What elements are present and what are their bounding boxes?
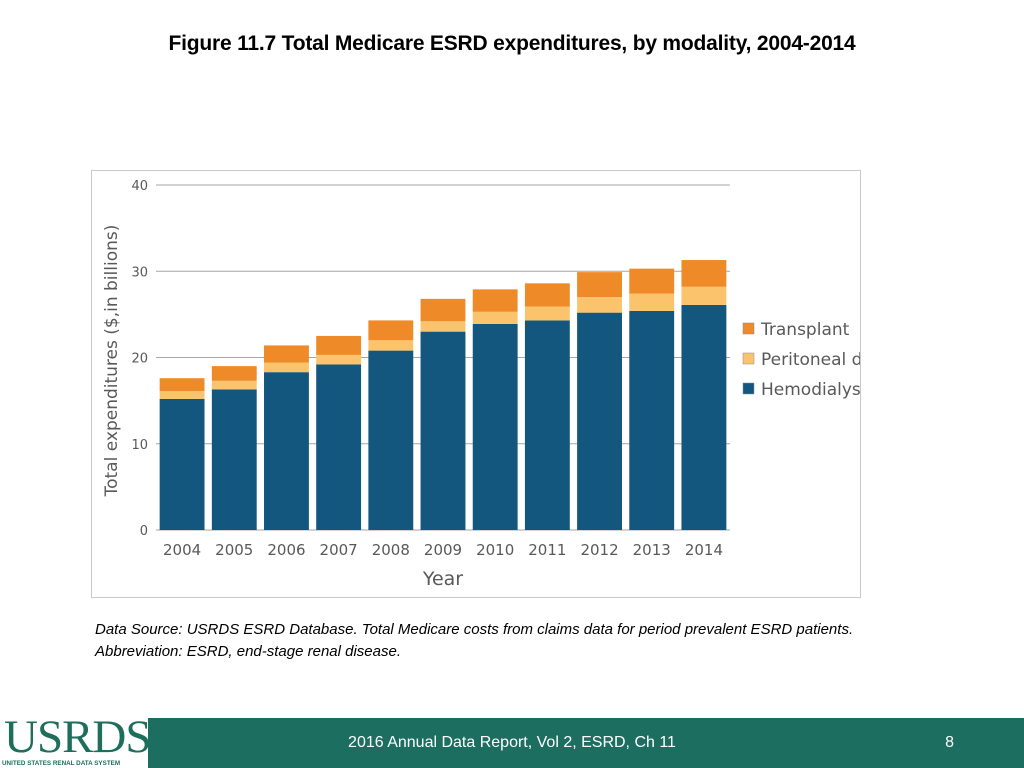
- bar-segment-peritoneal-dialysis: [368, 340, 414, 351]
- usrds-logo: USRDS UNITED STATES RENAL DATA SYSTEM: [0, 711, 152, 768]
- bar-segment-transplant: [316, 335, 362, 355]
- bar-segment-peritoneal-dialysis: [264, 362, 309, 373]
- data-source-note: Data Source: USRDS ESRD Database. Total …: [95, 621, 854, 660]
- bar-segment-peritoneal-dialysis: [472, 311, 518, 324]
- bar-segment-peritoneal-dialysis: [577, 297, 622, 313]
- bar-segment-hemodialysis: [472, 323, 518, 530]
- y-tick-label: 20: [131, 352, 148, 367]
- x-tick-label: 2007: [320, 541, 358, 559]
- x-tick-label: 2014: [685, 541, 723, 559]
- legend-label: Hemodialysis: [761, 380, 860, 400]
- bar-segment-transplant: [368, 320, 414, 341]
- bar-segment-transplant: [211, 366, 257, 381]
- bar-segment-peritoneal-dialysis: [681, 286, 727, 305]
- bar-segment-peritoneal-dialysis: [159, 391, 205, 399]
- page-number: 8: [945, 734, 954, 751]
- legend-swatch-hemodialysis: [742, 382, 755, 395]
- legend-swatch-peritoneal-dialysis: [742, 352, 755, 365]
- chart-frame: 0 10 20 30 40 2004 2005 2006 2007 2008 2009 2010 201…: [91, 170, 861, 598]
- bar-segment-hemodialysis: [420, 331, 466, 530]
- bar-segment-transplant: [472, 289, 518, 312]
- footer-bar: 2016 Annual Data Report, Vol 2, ESRD, Ch…: [148, 718, 1024, 768]
- legend-swatch-transplant: [742, 322, 755, 335]
- bar-segment-peritoneal-dialysis: [629, 293, 675, 311]
- bar-segment-hemodialysis: [524, 320, 570, 530]
- x-tick-label: 2006: [267, 541, 305, 559]
- bar-segment-hemodialysis: [629, 310, 675, 530]
- logo-subtitle: UNITED STATES RENAL DATA SYSTEM: [2, 760, 121, 767]
- logo-wordmark: USRDS: [4, 711, 152, 763]
- footer-report-title: 2016 Annual Data Report, Vol 2, ESRD, Ch…: [348, 734, 676, 751]
- bar-segment-hemodialysis: [577, 312, 622, 530]
- bar-segment-transplant: [159, 378, 205, 392]
- bar-segment-transplant: [524, 283, 570, 307]
- y-tick-label: 30: [131, 265, 148, 280]
- bar-segment-transplant: [577, 272, 622, 298]
- bar-segment-hemodialysis: [159, 398, 205, 530]
- x-tick-label: 2005: [215, 541, 253, 559]
- bar-segment-peritoneal-dialysis: [420, 321, 466, 332]
- bar-segment-transplant: [264, 345, 309, 363]
- x-axis-title: Year: [422, 568, 463, 590]
- bar-segment-transplant: [629, 268, 675, 294]
- legend-label: Peritoneal dialysis: [761, 350, 860, 370]
- bar-segment-hemodialysis: [681, 304, 727, 530]
- stacked-bar-chart: 0 10 20 30 40 2004 2005 2006 2007 2008 2009 2010 201…: [102, 179, 860, 590]
- x-tick-label: 2008: [372, 541, 410, 559]
- bar-segment-transplant: [420, 298, 466, 322]
- bar-segment-peritoneal-dialysis: [524, 306, 570, 321]
- bar-segment-hemodialysis: [264, 372, 309, 530]
- y-tick-label: 40: [131, 179, 148, 194]
- bar-segment-hemodialysis: [211, 389, 257, 530]
- y-axis-title: Total expenditures ($,in billions): [102, 225, 122, 498]
- x-tick-label: 2009: [424, 541, 462, 559]
- x-tick-label: 2011: [528, 541, 566, 559]
- bar-segment-peritoneal-dialysis: [211, 380, 257, 390]
- x-tick-label: 2010: [476, 541, 514, 559]
- x-tick-label: 2013: [633, 541, 671, 559]
- y-tick-label: 0: [140, 524, 148, 539]
- x-tick-label: 2012: [580, 541, 618, 559]
- legend-label: Transplant: [760, 320, 850, 340]
- bar-segment-hemodialysis: [316, 364, 362, 530]
- slide-title: Figure 11.7 Total Medicare ESRD expendit…: [168, 32, 856, 55]
- bar-segment-hemodialysis: [368, 350, 414, 530]
- y-tick-label: 10: [131, 438, 148, 453]
- bar-segment-transplant: [681, 260, 727, 287]
- x-tick-label: 2004: [163, 541, 201, 559]
- bar-segment-peritoneal-dialysis: [316, 354, 362, 365]
